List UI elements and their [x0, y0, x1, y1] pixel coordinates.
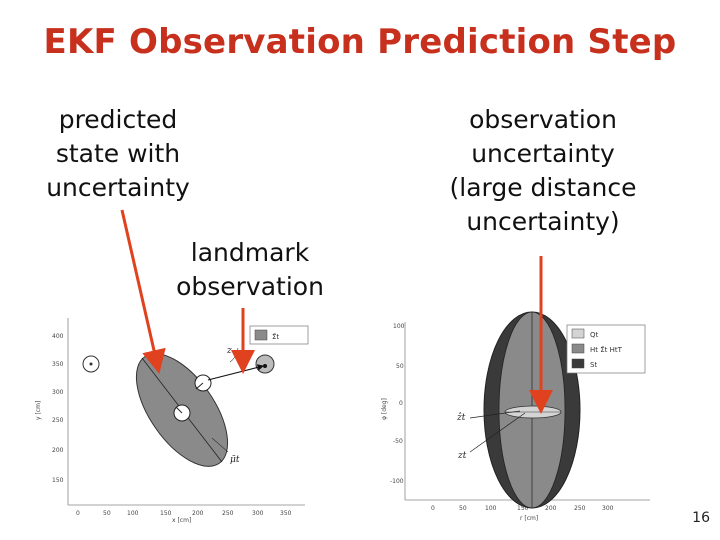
left-x-tick: 0	[76, 510, 80, 517]
right-z-pointer	[469, 412, 526, 453]
right-figure: 100 50 0 -50 -100 φ [deg] 0 50 100 150 2…	[381, 311, 650, 522]
left-x-label: x [cm]	[172, 517, 191, 524]
right-x-tick: 300	[602, 505, 614, 512]
left-y-tick: 250	[52, 417, 64, 424]
page-number: 16	[692, 510, 710, 526]
left-legend-label: Σ̄t	[272, 333, 279, 341]
right-y-label: φ [deg]	[381, 398, 388, 420]
caption-observation-uncertainty: observation uncertainty (large distance …	[449, 105, 637, 236]
landmark-dot	[263, 364, 267, 368]
left-mu-label: μ̄t	[230, 455, 240, 465]
right-x-tick: 250	[574, 505, 586, 512]
left-x-tick: 50	[103, 510, 111, 517]
caption-landmark-observation: landmark observation	[176, 238, 324, 301]
right-x-tick: 50	[459, 505, 467, 512]
right-x-tick: 0	[431, 505, 435, 512]
left-z-label: z	[226, 346, 232, 356]
right-y-tick: -100	[390, 478, 404, 485]
right-legend-label-s: St	[590, 361, 597, 369]
left-x-tick: 350	[280, 510, 292, 517]
right-zhat-label: ẑt	[456, 412, 466, 423]
left-y-ticks: 400 350 300 250 200 150	[52, 333, 64, 484]
right-y-tick: 0	[399, 400, 403, 407]
left-x-ticks: 0 50 100 150 200 250 300 350	[76, 510, 292, 517]
left-y-tick: 300	[52, 389, 64, 396]
right-y-tick: 50	[396, 363, 404, 370]
right-legend-swatch-s	[571, 358, 585, 369]
left-y-label: y [cm]	[35, 401, 42, 420]
right-y-tick: 100	[393, 323, 405, 330]
right-x-label: r [cm]	[520, 515, 538, 522]
left-landmark-dot	[89, 362, 93, 366]
right-y-tick: -50	[393, 438, 403, 445]
left-x-tick: 150	[160, 510, 172, 517]
observation-line	[207, 364, 265, 381]
left-y-tick: 350	[52, 361, 64, 368]
left-figure: 400 350 300 250 200 150 y [cm] 0 50 100 …	[35, 318, 309, 524]
slide-title: EKF Observation Prediction Step	[43, 22, 677, 62]
left-legend-swatch	[254, 329, 268, 341]
robot-observed-heading	[195, 382, 204, 390]
right-legend-swatch-h	[571, 343, 585, 354]
right-x-tick: 200	[545, 505, 557, 512]
caption-predicted-state: predicted state with uncertainty	[46, 105, 190, 202]
left-x-tick: 250	[222, 510, 234, 517]
left-x-tick: 100	[127, 510, 139, 517]
right-x-tick: 100	[485, 505, 497, 512]
left-x-tick: 200	[192, 510, 204, 517]
left-x-tick: 300	[252, 510, 264, 517]
right-y-ticks: 100 50 0 -50 -100	[390, 323, 405, 485]
right-z-label: zt	[457, 451, 467, 461]
right-x-ticks: 0 50 100 150 200 250 300	[431, 505, 614, 512]
right-x-tick: 150	[517, 505, 529, 512]
right-legend-swatch-q	[571, 328, 585, 339]
right-legend-label-q: Qt	[590, 331, 599, 339]
left-y-tick: 200	[52, 447, 64, 454]
left-y-tick: 400	[52, 333, 64, 340]
left-y-tick: 150	[52, 477, 64, 484]
arrow-predicted-state	[120, 209, 166, 374]
right-legend-label-h: Ht Σ̄t HtT	[590, 346, 623, 354]
robot-pose-heading	[175, 406, 183, 414]
right-zhat-pointer	[469, 410, 521, 419]
left-mu-pointer	[211, 437, 229, 453]
